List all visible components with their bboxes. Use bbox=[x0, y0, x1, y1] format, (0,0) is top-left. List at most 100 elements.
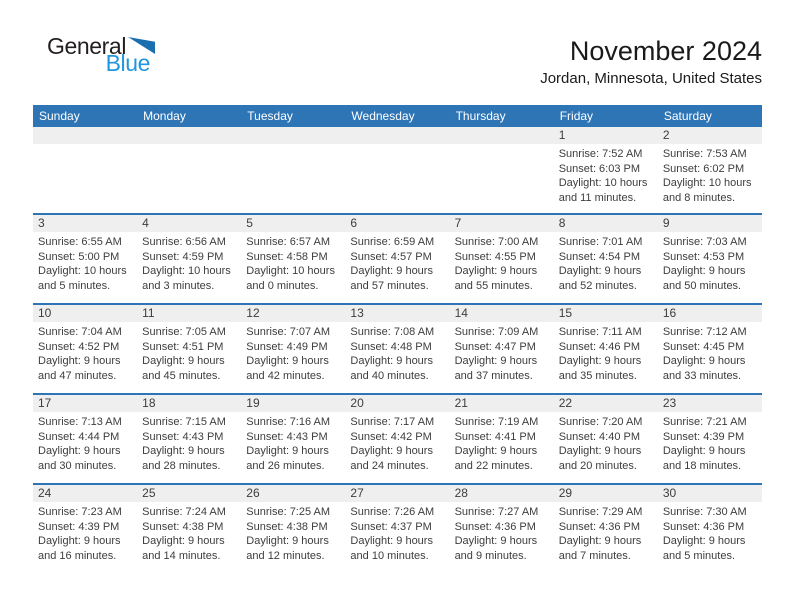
sun-info-line: Sunset: 4:36 PM bbox=[454, 520, 536, 533]
sun-info-line: and 18 minutes. bbox=[662, 459, 742, 472]
day-number: 12 bbox=[241, 305, 346, 322]
day-cell: 20 Sunrise: 7:17 AM Sunset: 4:42 PM Daylig… bbox=[345, 395, 450, 483]
day-info: Sunrise: 6:59 AM Sunset: 4:57 PM Daylight:… bbox=[345, 232, 449, 293]
sun-info-line: Sunset: 4:44 PM bbox=[38, 430, 120, 443]
sun-info-line: Sunrise: 7:16 AM bbox=[246, 416, 331, 428]
sun-info-line: Sunrise: 7:05 AM bbox=[142, 326, 226, 338]
day-number: 13 bbox=[345, 305, 450, 322]
sun-info-line: Daylight: 10 hours bbox=[558, 177, 648, 189]
sun-info-line: and 14 minutes. bbox=[142, 549, 221, 562]
sun-info-line: Daylight: 9 hours bbox=[558, 265, 642, 277]
day-number: 22 bbox=[553, 395, 658, 412]
sun-info-line: Sunrise: 7:13 AM bbox=[38, 416, 122, 428]
sun-info-line: Sunrise: 7:11 AM bbox=[558, 326, 642, 338]
day-cell-empty bbox=[33, 127, 138, 213]
day-cell-empty bbox=[241, 127, 346, 213]
sun-info-line: Daylight: 9 hours bbox=[246, 535, 329, 547]
sun-info-line: Daylight: 9 hours bbox=[350, 265, 433, 277]
sun-info-line: Daylight: 9 hours bbox=[454, 445, 538, 457]
day-number: 4 bbox=[137, 215, 242, 232]
day-info: Sunrise: 7:11 AM Sunset: 4:46 PM Daylight:… bbox=[554, 322, 658, 383]
sun-info-line: Daylight: 9 hours bbox=[350, 445, 433, 457]
day-number: 23 bbox=[657, 395, 762, 412]
sun-info-line: and 40 minutes. bbox=[350, 369, 429, 382]
sun-info-line: Sunrise: 7:19 AM bbox=[454, 416, 539, 428]
sun-info-line: Daylight: 9 hours bbox=[454, 535, 538, 547]
sun-info-line: and 33 minutes. bbox=[662, 369, 742, 382]
sun-info-line: Sunrise: 7:52 AM bbox=[558, 148, 643, 160]
day-cell: 22 Sunrise: 7:20 AM Sunset: 4:40 PM Daylig… bbox=[553, 395, 658, 483]
day-info: Sunrise: 7:26 AM Sunset: 4:37 PM Daylight:… bbox=[345, 502, 449, 563]
day-cell: 8 Sunrise: 7:01 AM Sunset: 4:54 PM Dayligh… bbox=[553, 215, 658, 303]
day-cell: 28 Sunrise: 7:27 AM Sunset: 4:36 PM Daylig… bbox=[449, 485, 554, 573]
sun-info-line: Sunrise: 7:15 AM bbox=[142, 416, 226, 428]
sun-info-line: Sunrise: 7:24 AM bbox=[142, 506, 226, 518]
sun-info-line: Sunrise: 6:59 AM bbox=[350, 236, 435, 248]
day-info: Sunrise: 7:08 AM Sunset: 4:48 PM Daylight:… bbox=[345, 322, 449, 383]
day-info: Sunrise: 7:12 AM Sunset: 4:45 PM Daylight:… bbox=[658, 322, 762, 383]
sun-info-line: Daylight: 10 hours bbox=[38, 265, 127, 277]
day-cell: 29 Sunrise: 7:29 AM Sunset: 4:36 PM Daylig… bbox=[553, 485, 658, 573]
calendar: Sunday Monday Tuesday Wednesday Thursday Frid… bbox=[33, 105, 762, 573]
week-row-2: 3 Sunrise: 6:55 AM Sunset: 5:00 PM Dayligh… bbox=[33, 213, 762, 303]
sun-info-line: Daylight: 9 hours bbox=[350, 355, 433, 367]
sun-info-line: Daylight: 10 hours bbox=[142, 265, 231, 277]
day-cell: 17 Sunrise: 7:13 AM Sunset: 4:44 PM Daylig… bbox=[33, 395, 138, 483]
sun-info-line: Sunset: 4:43 PM bbox=[142, 430, 224, 443]
day-number: 2 bbox=[657, 127, 762, 144]
day-number bbox=[345, 127, 450, 144]
sun-info-line: and 24 minutes. bbox=[350, 459, 429, 472]
sun-info-line: Sunset: 4:53 PM bbox=[662, 250, 745, 263]
sun-info-line: Sunset: 4:54 PM bbox=[558, 250, 641, 263]
weekday-header-wednesday: Wednesday bbox=[351, 109, 415, 123]
general-blue-logo: General Blue bbox=[33, 34, 156, 75]
sun-info-line: Daylight: 9 hours bbox=[142, 535, 225, 547]
day-number: 26 bbox=[241, 485, 346, 502]
sun-info-line: Sunrise: 7:25 AM bbox=[246, 506, 331, 518]
day-cell: 3 Sunrise: 6:55 AM Sunset: 5:00 PM Dayligh… bbox=[33, 215, 138, 303]
page-header: General Blue November 2024 Jordan, Minne… bbox=[33, 34, 762, 96]
day-number: 5 bbox=[241, 215, 346, 232]
sun-info-line: and 55 minutes. bbox=[454, 279, 533, 292]
day-number: 28 bbox=[449, 485, 554, 502]
week-row-4: 17 Sunrise: 7:13 AM Sunset: 4:44 PM Daylig… bbox=[33, 393, 762, 483]
day-cell: 23 Sunrise: 7:21 AM Sunset: 4:39 PM Daylig… bbox=[657, 395, 762, 483]
sun-info-line: Sunset: 4:38 PM bbox=[246, 520, 328, 533]
sun-info-line: Sunset: 4:41 PM bbox=[454, 430, 536, 443]
weekday-header-tuesday: Tuesday bbox=[247, 109, 293, 123]
day-info: Sunrise: 7:15 AM Sunset: 4:43 PM Daylight:… bbox=[137, 412, 241, 473]
page-title: November 2024 bbox=[569, 36, 762, 66]
day-info: Sunrise: 7:53 AM Sunset: 6:02 PM Daylight:… bbox=[658, 144, 762, 205]
day-info bbox=[137, 144, 241, 147]
day-info: Sunrise: 7:27 AM Sunset: 4:36 PM Daylight:… bbox=[450, 502, 554, 563]
sun-info-line: Daylight: 10 hours bbox=[662, 177, 752, 189]
sun-info-line: Daylight: 9 hours bbox=[662, 265, 746, 277]
calendar-weeks: 1 Sunrise: 7:52 AM Sunset: 6:03 PM Dayligh… bbox=[33, 127, 762, 573]
sun-info-line: Sunset: 4:48 PM bbox=[350, 340, 432, 353]
weekday-header-monday: Monday bbox=[143, 109, 186, 123]
weekday-header-saturday: Saturday bbox=[663, 109, 712, 123]
day-number: 20 bbox=[345, 395, 450, 412]
sun-info-line: Sunrise: 7:08 AM bbox=[350, 326, 435, 338]
day-number: 14 bbox=[449, 305, 554, 322]
day-cell: 27 Sunrise: 7:26 AM Sunset: 4:37 PM Daylig… bbox=[345, 485, 450, 573]
sun-info-line: and 16 minutes. bbox=[38, 549, 117, 562]
sun-info-line: and 52 minutes. bbox=[558, 279, 637, 292]
sun-info-line: Sunrise: 7:01 AM bbox=[558, 236, 643, 248]
sun-info-line: Sunrise: 7:09 AM bbox=[454, 326, 539, 338]
day-cell: 24 Sunrise: 7:23 AM Sunset: 4:39 PM Daylig… bbox=[33, 485, 138, 573]
day-number: 10 bbox=[33, 305, 138, 322]
weekday-header-thursday: Thursday bbox=[455, 109, 506, 123]
day-number: 16 bbox=[657, 305, 762, 322]
day-info: Sunrise: 7:00 AM Sunset: 4:55 PM Daylight:… bbox=[450, 232, 554, 293]
day-info: Sunrise: 7:03 AM Sunset: 4:53 PM Daylight:… bbox=[658, 232, 762, 293]
day-info: Sunrise: 7:19 AM Sunset: 4:41 PM Daylight:… bbox=[450, 412, 554, 473]
sun-info-line: Sunrise: 7:23 AM bbox=[38, 506, 122, 518]
sun-info-line: Sunset: 4:57 PM bbox=[350, 250, 432, 263]
sun-info-line: Daylight: 9 hours bbox=[38, 445, 121, 457]
sun-info-line: and 30 minutes. bbox=[38, 459, 117, 472]
day-info bbox=[33, 144, 137, 147]
sun-info-line: and 12 minutes. bbox=[246, 549, 325, 562]
sun-info-line: Daylight: 9 hours bbox=[454, 265, 538, 277]
